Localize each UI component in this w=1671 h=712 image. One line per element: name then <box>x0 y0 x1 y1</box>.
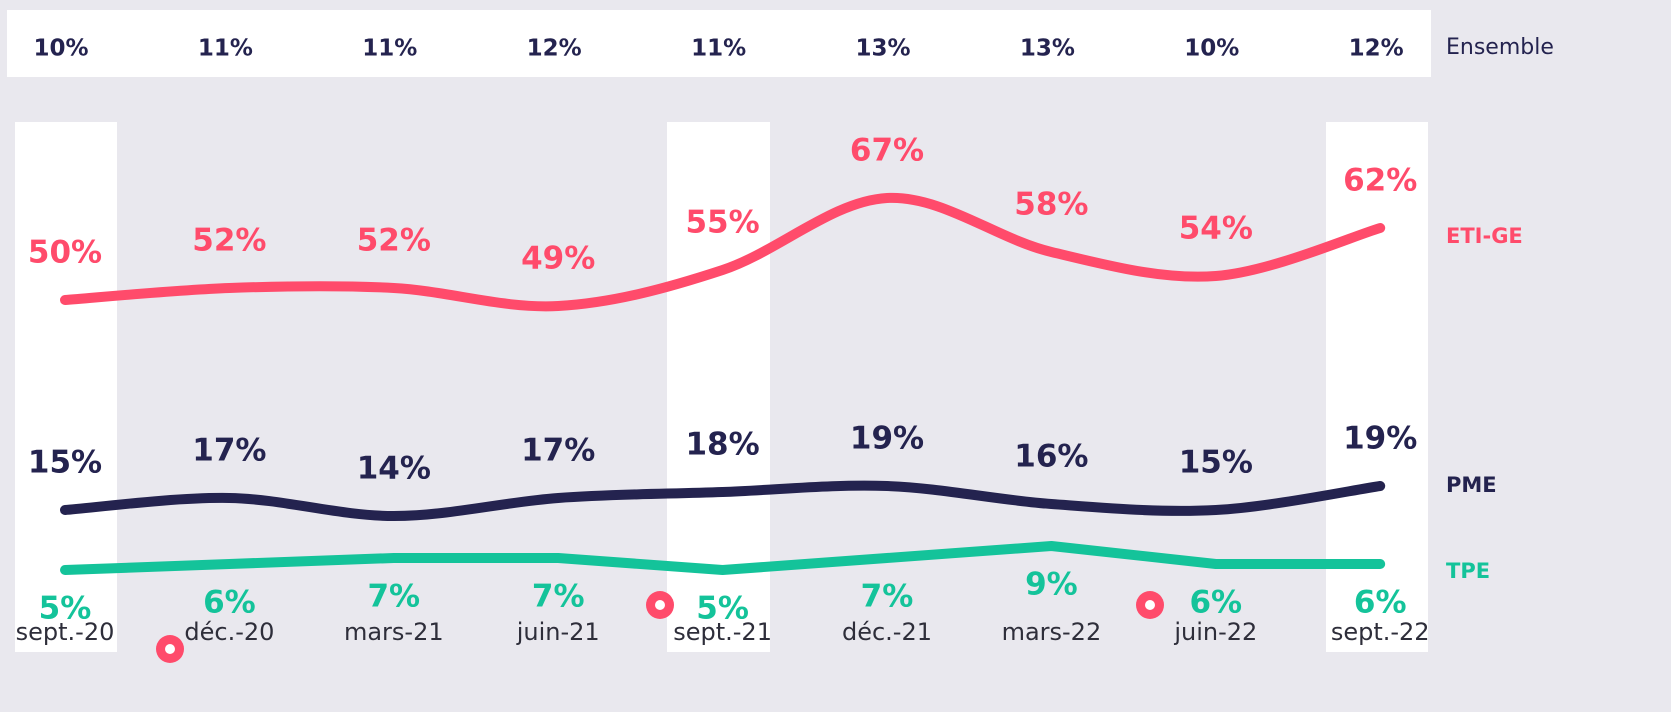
data-label: 62% <box>1343 163 1417 199</box>
x-tick-label: juin-22 <box>1173 618 1257 646</box>
data-label: 19% <box>850 421 924 457</box>
x-tick-label: déc.-20 <box>184 618 274 646</box>
data-label: 17% <box>521 433 595 469</box>
data-label: 49% <box>521 241 595 277</box>
ensemble-value: 13% <box>855 36 910 62</box>
data-label: 58% <box>1014 187 1088 223</box>
data-label: 5% <box>696 591 749 627</box>
ensemble-value: 12% <box>527 36 582 62</box>
data-label: 5% <box>39 591 92 627</box>
ensemble-value: 10% <box>33 36 88 62</box>
highlight-column <box>1326 122 1428 652</box>
data-label: 9% <box>1025 567 1078 603</box>
x-tick-label: déc.-21 <box>842 618 932 646</box>
x-tick-label: sept.-20 <box>16 618 115 646</box>
data-label: 15% <box>28 445 102 481</box>
ensemble-value: 13% <box>1020 36 1075 62</box>
decor-dot <box>156 591 1164 663</box>
ensemble-value: 11% <box>198 36 253 62</box>
data-label: 52% <box>192 223 266 259</box>
data-label: 6% <box>1189 585 1242 621</box>
data-label: 50% <box>28 235 102 271</box>
data-label: 67% <box>850 133 924 169</box>
x-tick-label: juin-21 <box>516 618 600 646</box>
x-tick-label: sept.-22 <box>1331 618 1430 646</box>
series-line <box>60 541 1386 575</box>
data-label: 7% <box>532 579 585 615</box>
ensemble-value: 10% <box>1184 36 1239 62</box>
highlight-column <box>15 122 117 652</box>
data-label: 14% <box>357 451 431 487</box>
legend-label: ETI-GE <box>1446 224 1523 248</box>
ensemble-band <box>7 10 1431 77</box>
data-label: 18% <box>685 427 759 463</box>
data-label: 15% <box>1179 445 1253 481</box>
ensemble-name: Ensemble <box>1446 35 1554 60</box>
ensemble-value: 11% <box>691 36 746 62</box>
x-tick-label: mars-22 <box>1002 618 1102 646</box>
data-label: 55% <box>685 205 759 241</box>
data-label: 6% <box>203 585 256 621</box>
ensemble-value: 11% <box>362 36 417 62</box>
series-line <box>60 192 1386 312</box>
data-label: 54% <box>1179 211 1253 247</box>
data-label: 6% <box>1354 585 1407 621</box>
data-label: 7% <box>367 579 420 615</box>
data-label: 16% <box>1014 439 1088 475</box>
data-label: 52% <box>357 223 431 259</box>
series-line <box>60 480 1386 521</box>
data-label: 7% <box>861 579 914 615</box>
x-tick-label: sept.-21 <box>673 618 772 646</box>
x-tick-label: mars-21 <box>344 618 444 646</box>
ensemble-value: 12% <box>1349 36 1404 62</box>
data-label: 19% <box>1343 421 1417 457</box>
data-label: 17% <box>192 433 266 469</box>
legend-label: PME <box>1446 473 1497 497</box>
legend-label: TPE <box>1446 559 1490 583</box>
